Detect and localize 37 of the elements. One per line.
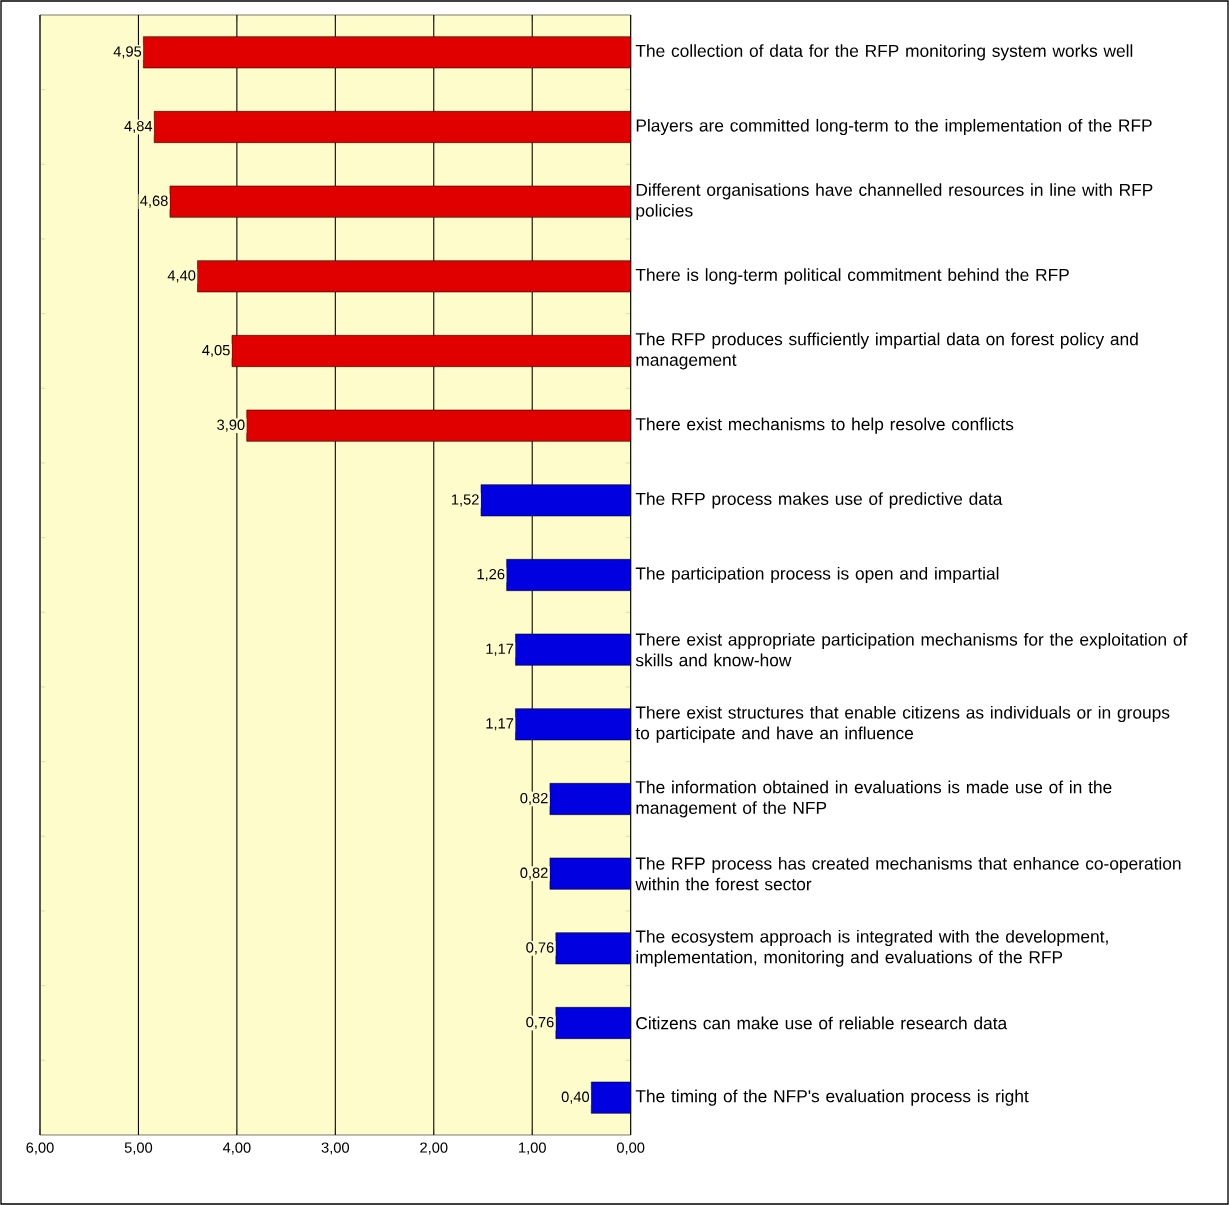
x-tick-label: 4,00: [222, 1142, 251, 1155]
data-label: 4,84: [124, 120, 153, 134]
y-tick-label: There exist structures that enable citizens as individuals or in groups to participate and have an influence: [635, 705, 1170, 743]
y-tick-label: Different organisations have channelled resources in line with RFP policies: [636, 183, 1153, 221]
data-label: 4,05: [202, 344, 230, 358]
y-tick-label: The RFP process makes use of predictive data: [635, 492, 1003, 509]
y-tick-label: The RFP produces sufficiently impartial data on forest policy and management: [635, 332, 1138, 370]
data-label: 1,17: [486, 718, 514, 731]
y-tick-label: There exist mechanisms to help resolve conflicts: [635, 417, 1014, 434]
data-label: 0,40: [561, 1091, 590, 1104]
y-tick-label: Citizens can make use of reliable research data: [636, 1016, 1008, 1030]
data-label: 1,17: [486, 643, 514, 656]
x-tick-label: 0,00: [616, 1142, 645, 1155]
y-tick-label: There is long-term political commitment behind the RFP: [635, 268, 1069, 285]
x-tick-label: 6,00: [26, 1142, 54, 1155]
y-tick-label: The timing of the NFP's evaluation process is right: [635, 1089, 1029, 1106]
y-tick-label: There exist appropriate participation mechanisms for the exploitation of skills and know-how: [635, 632, 1188, 667]
data-label: 3,90: [217, 419, 245, 432]
data-label: 1,26: [477, 568, 505, 582]
data-label: 1,52: [451, 494, 479, 507]
data-label: 0,82: [520, 792, 548, 806]
data-label: 0,76: [526, 1016, 554, 1030]
y-tick-label: The RFP process has created mechanisms that enhance co-operation within the forest sector: [635, 856, 1181, 891]
x-tick-label: 3,00: [321, 1142, 350, 1155]
data-label: 4,40: [167, 270, 196, 283]
y-tick-label: The participation process is open and impartial: [635, 566, 999, 584]
y-tick-label: Players are committed long-term to the implementation of the RFP: [636, 118, 1152, 136]
y-tick-label: The collection of data for the RFP monitoring system works well: [635, 44, 1133, 61]
data-label: 4,68: [140, 195, 168, 208]
x-tick-label: 2,00: [420, 1142, 448, 1155]
x-tick-label: 1,00: [519, 1142, 546, 1155]
data-label: 0,82: [520, 867, 548, 880]
y-tick-label: The information obtained in evaluations is made use of in the management of the NFP: [635, 780, 1112, 818]
x-tick-label: 5,00: [124, 1142, 153, 1155]
data-label: 0,76: [526, 942, 554, 955]
data-label: 4,95: [113, 46, 142, 59]
y-tick-label: The ecosystem approach is integrated with the development, implementation, monitoring and evaluations of the RFP: [635, 929, 1108, 967]
